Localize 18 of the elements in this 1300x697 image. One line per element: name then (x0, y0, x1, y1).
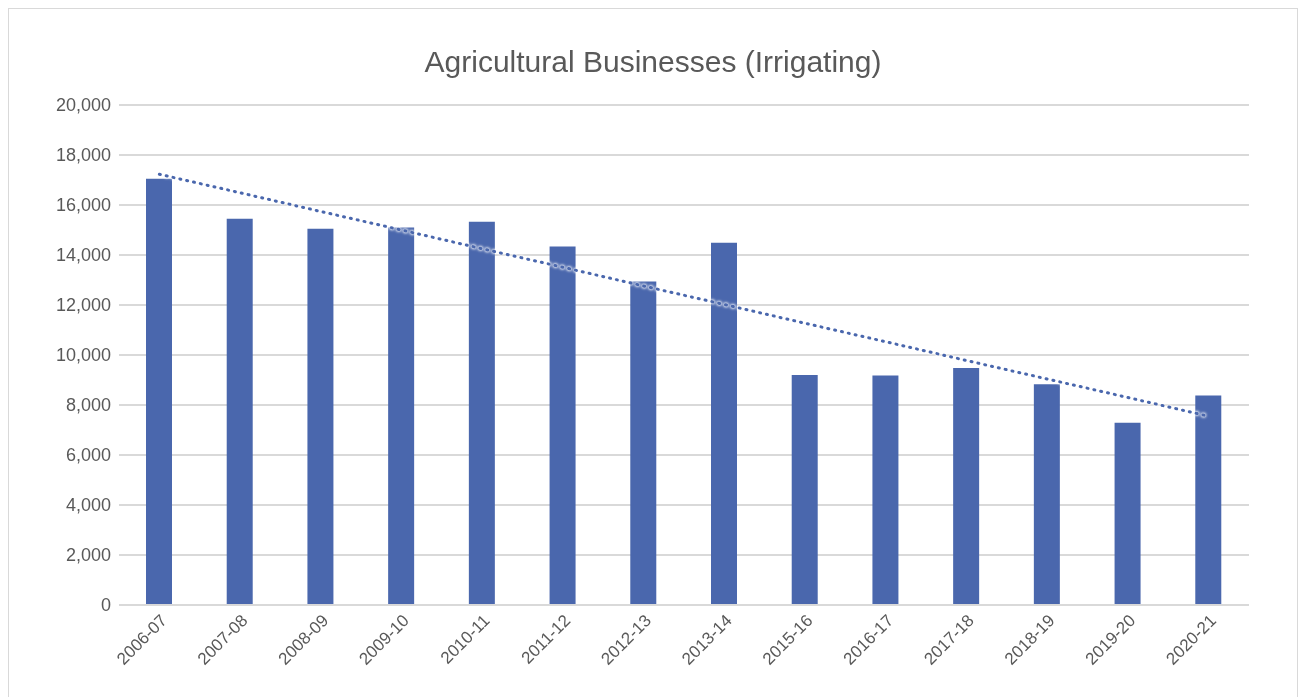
y-tick-label: 4,000 (65, 495, 111, 516)
bar (307, 228, 334, 605)
y-tick-label: 18,000 (55, 145, 111, 166)
y-tick-label: 6,000 (65, 445, 111, 466)
y-tick-label: 20,000 (55, 95, 111, 116)
y-tick-label: 2,000 (65, 545, 111, 566)
y-tick-label: 16,000 (55, 195, 111, 216)
bar (953, 368, 980, 605)
y-tick-label: 0 (100, 595, 111, 616)
y-tick-label: 12,000 (55, 295, 111, 316)
bar (226, 218, 253, 605)
chart-title: Agricultural Businesses (Irrigating) (423, 44, 883, 80)
y-tick-label: 8,000 (65, 395, 111, 416)
y-tick-label: 10,000 (55, 345, 111, 366)
bar (872, 375, 899, 605)
bar (791, 375, 818, 605)
y-tick-label: 14,000 (55, 245, 111, 266)
bar (1114, 422, 1141, 605)
